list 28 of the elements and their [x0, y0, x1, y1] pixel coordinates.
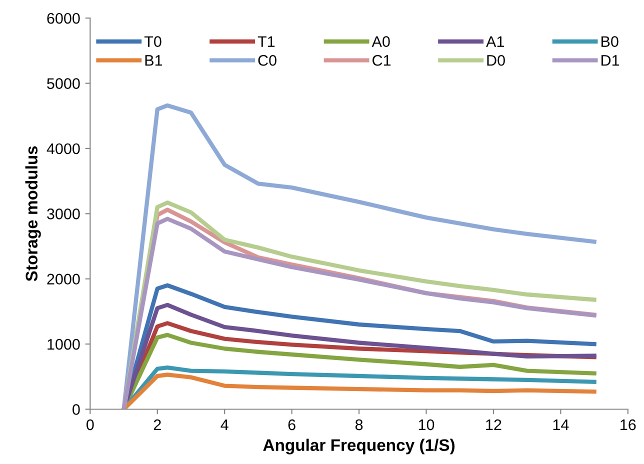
y-tick-label: 1000: [48, 338, 80, 350]
legend-label: B1: [145, 55, 162, 66]
legend-label: C0: [258, 54, 276, 66]
legend-label: B0: [602, 36, 618, 47]
x-tick-label: 0: [86, 419, 94, 430]
y-tick-label: 4000: [46, 143, 80, 154]
legend-label: T0: [144, 36, 162, 47]
x-tick-label: 10: [418, 419, 434, 430]
x-tick-label: 4: [220, 420, 228, 430]
x-tick-label: 6: [288, 419, 296, 430]
x-tick-label: 2: [154, 419, 161, 430]
y-tick-label: 6000: [47, 12, 80, 24]
x-axis-title: Angular Frequency (1/S): [263, 438, 455, 454]
y-axis-title: Storage modulus: [25, 146, 41, 282]
x-tick-label: 8: [355, 419, 363, 430]
legend-label: D0: [487, 54, 505, 66]
legend-label: A0: [372, 36, 390, 47]
y-tick-label: 5000: [47, 78, 80, 89]
legend-label: D1: [602, 55, 620, 66]
y-tick-label: 2000: [47, 274, 80, 285]
y-tick-label: 0: [72, 404, 80, 415]
y-tick-label: 3000: [47, 208, 80, 220]
x-tick-label: 12: [486, 419, 502, 430]
x-tick-label: 14: [553, 420, 569, 430]
x-tick-label: 16: [620, 419, 636, 430]
legend-label: T1: [258, 36, 275, 47]
legend-label: C1: [372, 54, 391, 66]
legend-label: A1: [486, 36, 504, 47]
